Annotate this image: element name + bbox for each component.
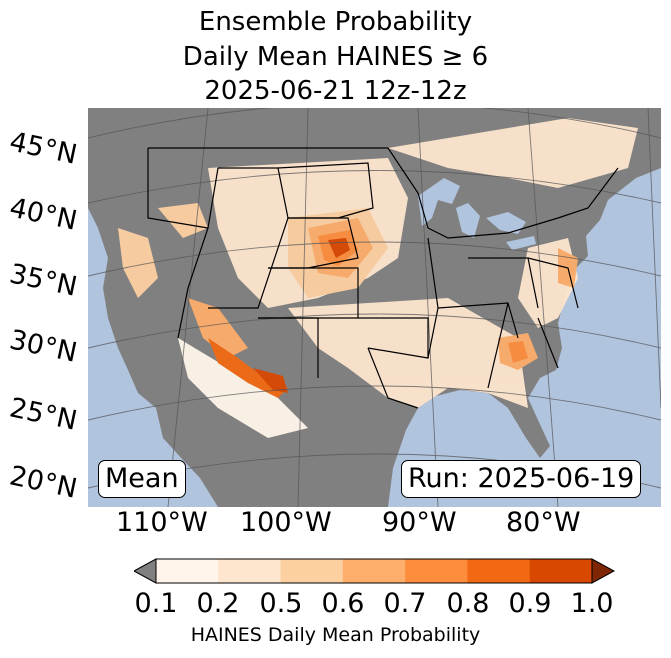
lat-label-35: 35°N (6, 258, 80, 303)
colorbar-cell (156, 559, 219, 583)
title-line-2: Daily Mean HAINES ≥ 6 (182, 42, 489, 72)
lat-label-25: 25°N (6, 392, 80, 437)
cbar-tick-3: 0.6 (321, 588, 365, 619)
cbar-tick-1: 0.2 (196, 588, 240, 619)
colorbar-cell (529, 559, 593, 583)
colorbar-cell (467, 559, 531, 583)
colorbar-cell (405, 559, 468, 583)
colorbar-over-arrow (591, 558, 616, 584)
lon-label-80: 80°W (506, 507, 581, 538)
lon-label-110: 110°W (116, 507, 208, 538)
colorbar-under-arrow (134, 558, 157, 584)
lat-label-30: 30°N (6, 324, 80, 369)
lat-label-40: 40°N (6, 192, 80, 237)
state-borders (147, 147, 619, 409)
lat-label-20: 20°N (6, 460, 80, 505)
colorbar-cell (218, 559, 282, 583)
cbar-tick-7: 1.0 (570, 588, 614, 619)
colorbar (134, 558, 616, 584)
stat-label: Mean (98, 460, 186, 498)
graticule (88, 108, 661, 507)
cbar-tick-4: 0.7 (383, 588, 427, 619)
colorbar-frame (155, 558, 593, 584)
cbar-tick-0: 0.1 (134, 588, 178, 619)
lon-label-90: 90°W (382, 507, 457, 538)
cbar-tick-6: 0.9 (508, 588, 552, 619)
colorbar-label: HAINES Daily Mean Probability (190, 624, 481, 646)
run-label: Run: 2025-06-19 (401, 460, 642, 498)
cbar-tick-2: 0.5 (259, 588, 303, 619)
lat-label-45: 45°N (6, 126, 80, 171)
lon-label-100: 100°W (240, 507, 332, 538)
probability-map (88, 108, 661, 507)
colorbar-cell (280, 559, 344, 583)
probability-field (118, 118, 638, 438)
title-line-1: Ensemble Probability (198, 7, 473, 37)
cbar-tick-5: 0.8 (446, 588, 490, 619)
colorbar-cell (342, 559, 406, 583)
title-line-3: 2025-06-21 12z-12z (204, 76, 467, 106)
great-lakes (418, 178, 536, 250)
